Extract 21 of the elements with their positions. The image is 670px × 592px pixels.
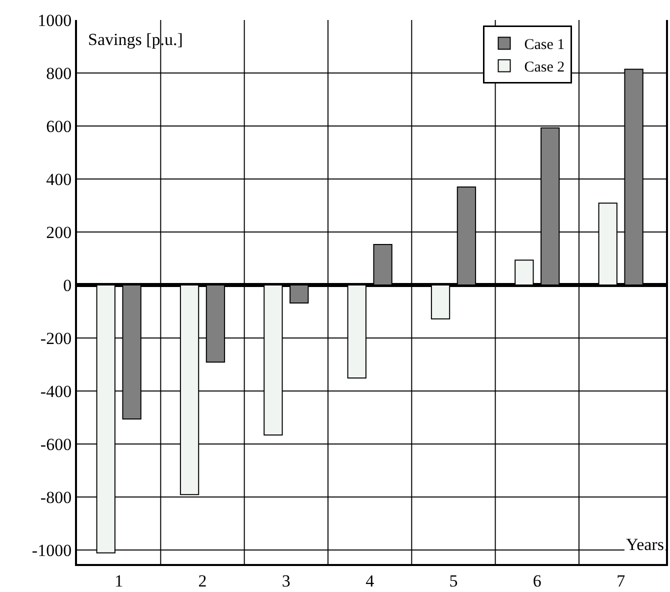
y-tick-label: 600 [46, 116, 72, 136]
y-tick-label: -400 [40, 382, 72, 401]
y-tick-label: 1000 [38, 10, 72, 30]
y-tick-label: -1000 [32, 540, 72, 560]
x-tick-label: 5 [449, 571, 458, 590]
y-tick-label: 200 [46, 222, 72, 242]
y-tick-label: -600 [40, 434, 72, 454]
y-tick-label: -200 [40, 328, 72, 348]
x-tick-label: 4 [366, 571, 375, 590]
y-tick-label: 0 [63, 276, 72, 295]
legend-label: Case 2 [524, 60, 565, 76]
x-tick-label: 6 [532, 571, 542, 590]
x-tick-label: 1 [114, 571, 124, 590]
y-tick-label: 400 [46, 170, 72, 189]
x-axis-title: Years [626, 535, 664, 554]
y-tick-label: -800 [40, 488, 72, 507]
x-tick-label: 7 [616, 571, 626, 590]
legend-label: Case 1 [524, 37, 565, 54]
y-tick-label: 800 [46, 64, 72, 83]
x-tick-label: 3 [282, 571, 290, 590]
x-tick-label: 2 [198, 571, 207, 590]
